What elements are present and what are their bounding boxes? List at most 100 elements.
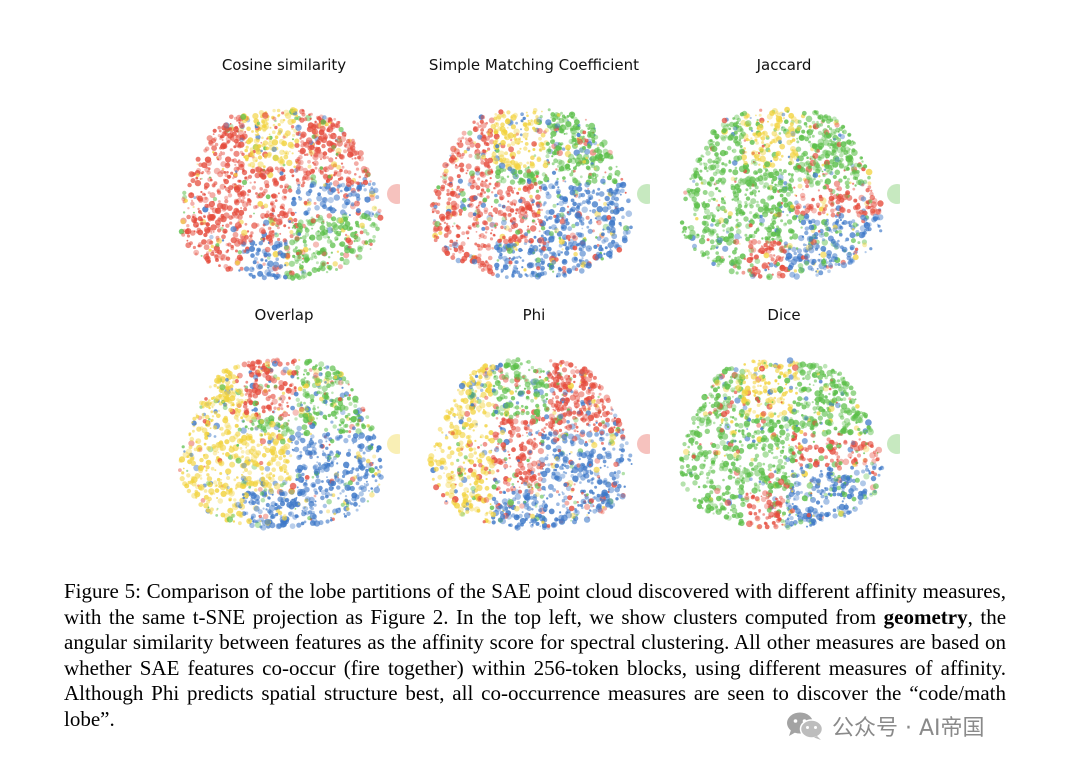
- point: [507, 143, 511, 148]
- point: [476, 243, 481, 248]
- point: [753, 254, 759, 260]
- point: [540, 234, 544, 238]
- point: [801, 110, 807, 116]
- point: [210, 466, 215, 471]
- point: [369, 180, 372, 183]
- point: [525, 217, 528, 220]
- point: [376, 445, 382, 451]
- point: [256, 263, 263, 270]
- point: [265, 146, 269, 151]
- point: [256, 424, 260, 428]
- point: [728, 127, 732, 131]
- point: [601, 232, 605, 237]
- point: [759, 108, 763, 112]
- point: [260, 141, 263, 144]
- point: [201, 177, 203, 180]
- point: [504, 216, 507, 219]
- point: [271, 207, 274, 210]
- point: [491, 229, 493, 232]
- point: [583, 263, 589, 268]
- point: [824, 226, 830, 232]
- point: [485, 260, 488, 263]
- point: [803, 205, 806, 209]
- point: [261, 229, 266, 235]
- point: [826, 213, 829, 216]
- point: [586, 225, 590, 229]
- point: [565, 234, 571, 240]
- point: [527, 122, 532, 126]
- point: [268, 212, 275, 219]
- point: [487, 147, 491, 151]
- point: [337, 264, 343, 270]
- point: [221, 234, 226, 240]
- point: [538, 136, 542, 141]
- point: [517, 187, 522, 191]
- point: [755, 141, 759, 145]
- point: [519, 147, 522, 150]
- point: [217, 216, 224, 223]
- point: [530, 240, 533, 243]
- point: [821, 238, 825, 242]
- point: [316, 267, 321, 272]
- point: [594, 254, 600, 260]
- point: [277, 429, 281, 433]
- point: [867, 205, 871, 210]
- point: [312, 160, 319, 167]
- point: [826, 115, 832, 121]
- point: [525, 274, 529, 278]
- point: [217, 158, 220, 161]
- point: [574, 212, 581, 219]
- point: [247, 198, 252, 204]
- point: [619, 181, 627, 189]
- point: [323, 466, 330, 473]
- point: [472, 216, 478, 222]
- point: [522, 122, 528, 127]
- point: [336, 411, 339, 415]
- point: [469, 170, 475, 177]
- point: [272, 108, 276, 113]
- point: [329, 240, 333, 244]
- point: [776, 225, 779, 229]
- point: [268, 510, 274, 516]
- point: [559, 210, 561, 213]
- point: [334, 139, 338, 143]
- point: [305, 219, 309, 222]
- point: [232, 139, 235, 143]
- point: [587, 143, 591, 147]
- point: [816, 205, 820, 208]
- point: [860, 196, 867, 202]
- point: [201, 427, 208, 434]
- point: [813, 237, 816, 240]
- point: [512, 266, 518, 272]
- point: [782, 210, 785, 213]
- point: [511, 257, 514, 261]
- point: [328, 206, 333, 211]
- point: [523, 146, 528, 151]
- point: [555, 180, 559, 184]
- point: [201, 239, 207, 245]
- point: [229, 221, 233, 225]
- point: [458, 208, 463, 214]
- point: [603, 202, 608, 206]
- point: [556, 250, 562, 255]
- point: [188, 440, 195, 447]
- point: [697, 159, 701, 163]
- point: [534, 258, 538, 262]
- point: [587, 131, 591, 135]
- point: [682, 230, 685, 233]
- point: [328, 486, 334, 491]
- point: [834, 256, 838, 261]
- point: [443, 233, 449, 238]
- point: [779, 264, 786, 272]
- point: [545, 141, 550, 146]
- point: [482, 263, 487, 268]
- point: [302, 257, 305, 260]
- point: [245, 249, 250, 254]
- point: [552, 235, 556, 239]
- point: [278, 221, 283, 225]
- point: [800, 192, 806, 199]
- point: [730, 226, 733, 229]
- point: [561, 216, 564, 219]
- point: [821, 210, 826, 215]
- point: [256, 121, 261, 125]
